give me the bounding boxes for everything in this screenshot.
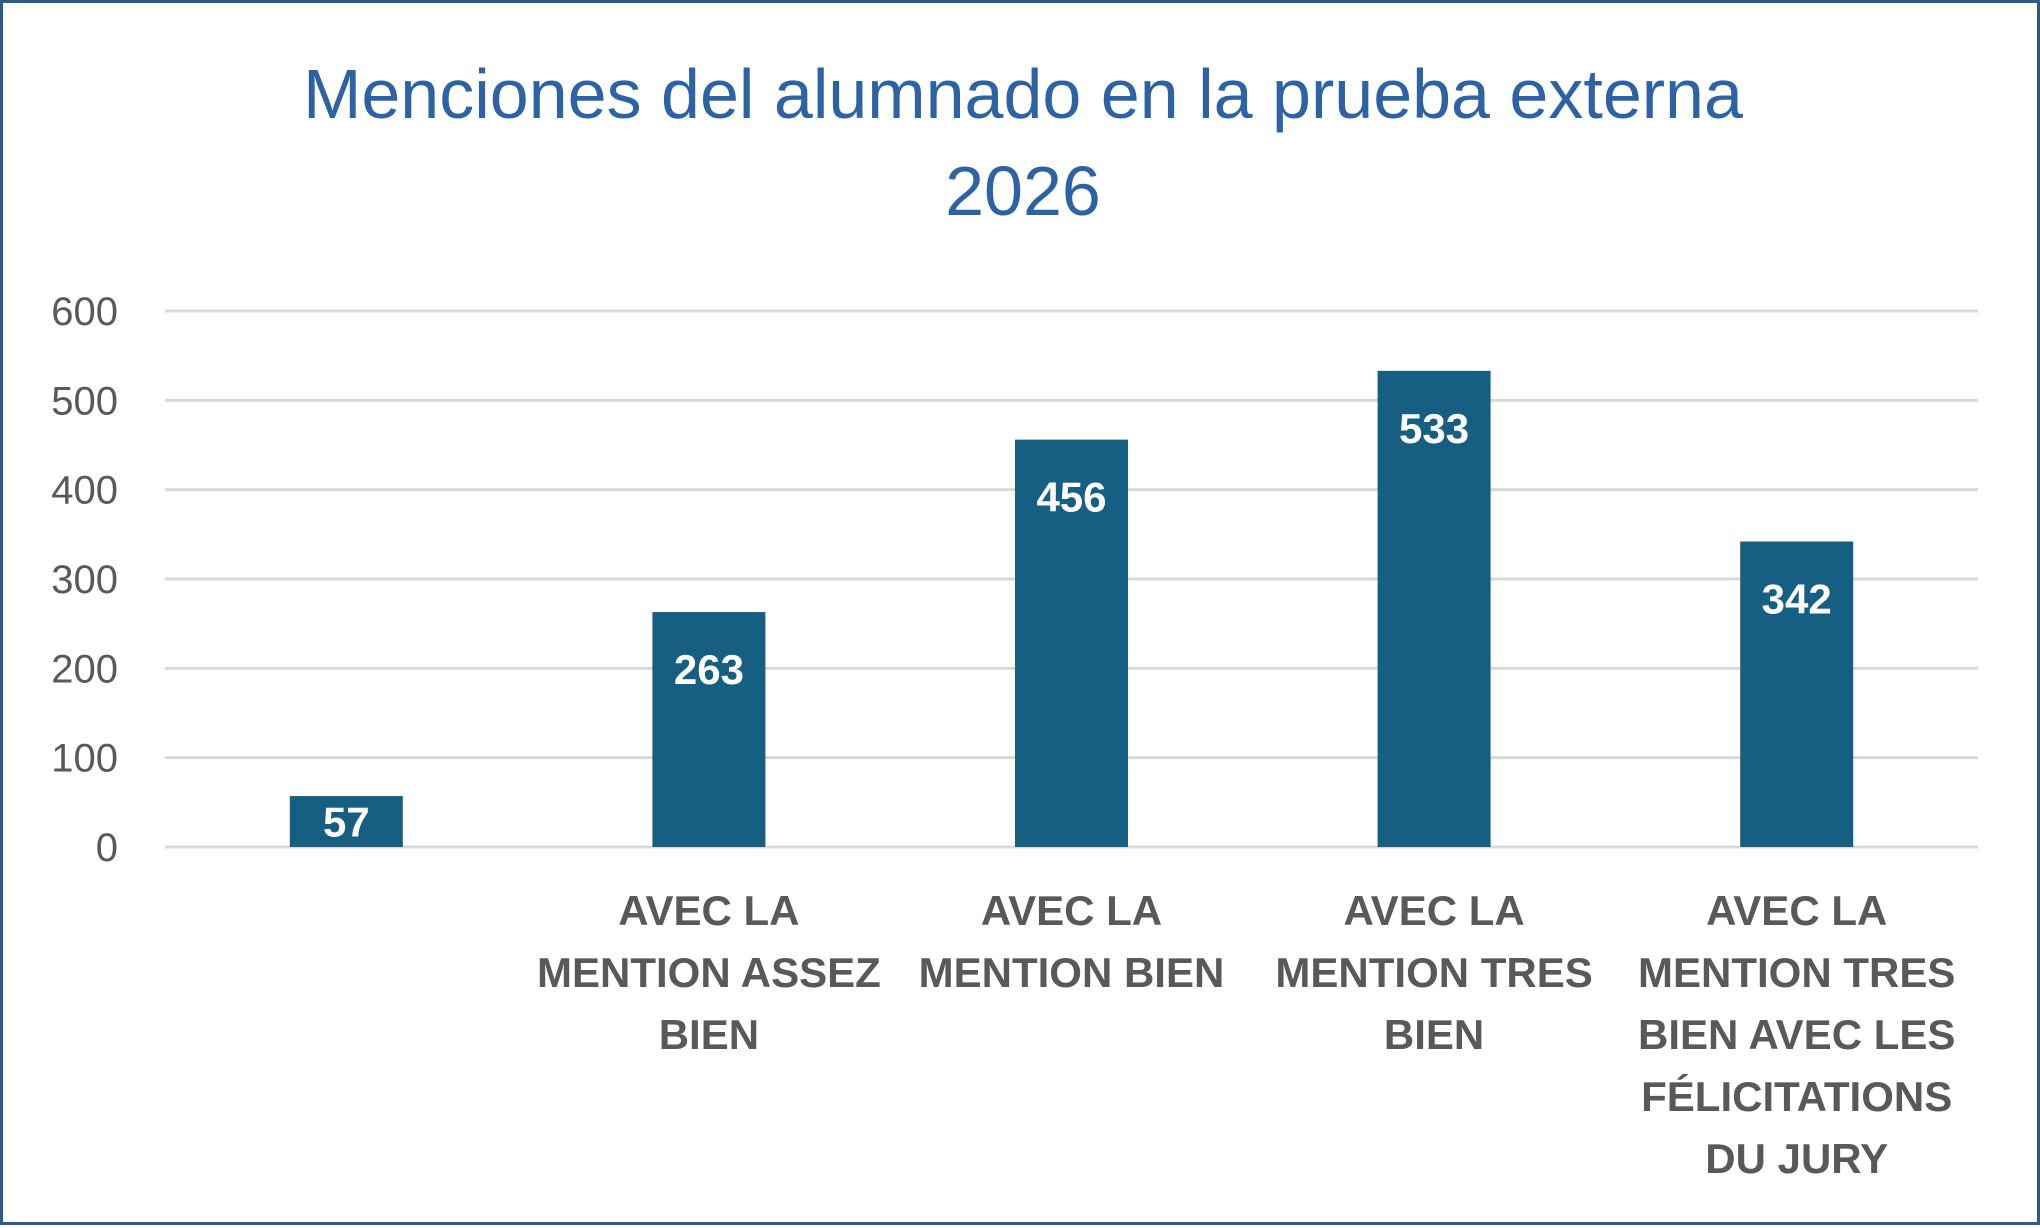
- x-tick-label: DU JURY: [1705, 1135, 1888, 1182]
- x-tick-label: MENTION TRES: [1275, 949, 1592, 996]
- x-tick-label: BIEN: [1384, 1011, 1484, 1058]
- x-tick-label: AVEC LA: [618, 887, 799, 934]
- data-label: 533: [1399, 405, 1469, 452]
- bar: [289, 796, 403, 847]
- x-tick-label: BIEN AVEC LES: [1638, 1011, 1955, 1058]
- bar: [652, 612, 766, 847]
- x-tick-label: AVEC LA: [981, 887, 1162, 934]
- y-tick-label: 0: [96, 826, 118, 870]
- y-tick-label: 600: [51, 290, 118, 334]
- x-tick-label: FÉLICITATIONS: [1641, 1073, 1952, 1120]
- chart-title-line: 2026: [945, 152, 1101, 230]
- bar-chart: Menciones del alumnado en la prueba exte…: [51, 55, 1978, 1182]
- bar: [1015, 439, 1128, 847]
- data-label: 57: [323, 799, 370, 846]
- data-label: 342: [1762, 575, 1832, 622]
- x-tick-label: BIEN: [659, 1011, 759, 1058]
- x-axis-ticks: AVEC LA MENTION ASSEZ BIEN AVEC LA MENTION B…: [537, 887, 1955, 1182]
- x-tick-label: AVEC LA: [1343, 887, 1524, 934]
- bars: [289, 370, 1854, 847]
- chart-title: Menciones del alumnado en la prueba exte…: [303, 55, 1743, 230]
- data-label: 456: [1036, 474, 1106, 521]
- y-tick-label: 100: [51, 737, 118, 781]
- x-tick-label: MENTION ASSEZ: [537, 949, 881, 996]
- chart-title-line: Menciones del alumnado en la prueba exte…: [303, 55, 1743, 133]
- data-label: 263: [674, 646, 744, 693]
- y-axis-ticks: 0 100 200 300 400 500 600: [51, 290, 118, 870]
- bar: [1377, 370, 1491, 847]
- bar: [1740, 541, 1854, 847]
- data-labels: 57 263 456 533 342: [323, 405, 1832, 846]
- y-tick-label: 200: [51, 647, 118, 691]
- x-tick-label: MENTION TRES: [1638, 949, 1955, 996]
- x-tick-label: MENTION BIEN: [919, 949, 1225, 996]
- y-tick-label: 400: [51, 469, 118, 513]
- y-tick-label: 300: [51, 558, 118, 602]
- y-tick-label: 500: [51, 379, 118, 423]
- x-tick-label: AVEC LA: [1706, 887, 1887, 934]
